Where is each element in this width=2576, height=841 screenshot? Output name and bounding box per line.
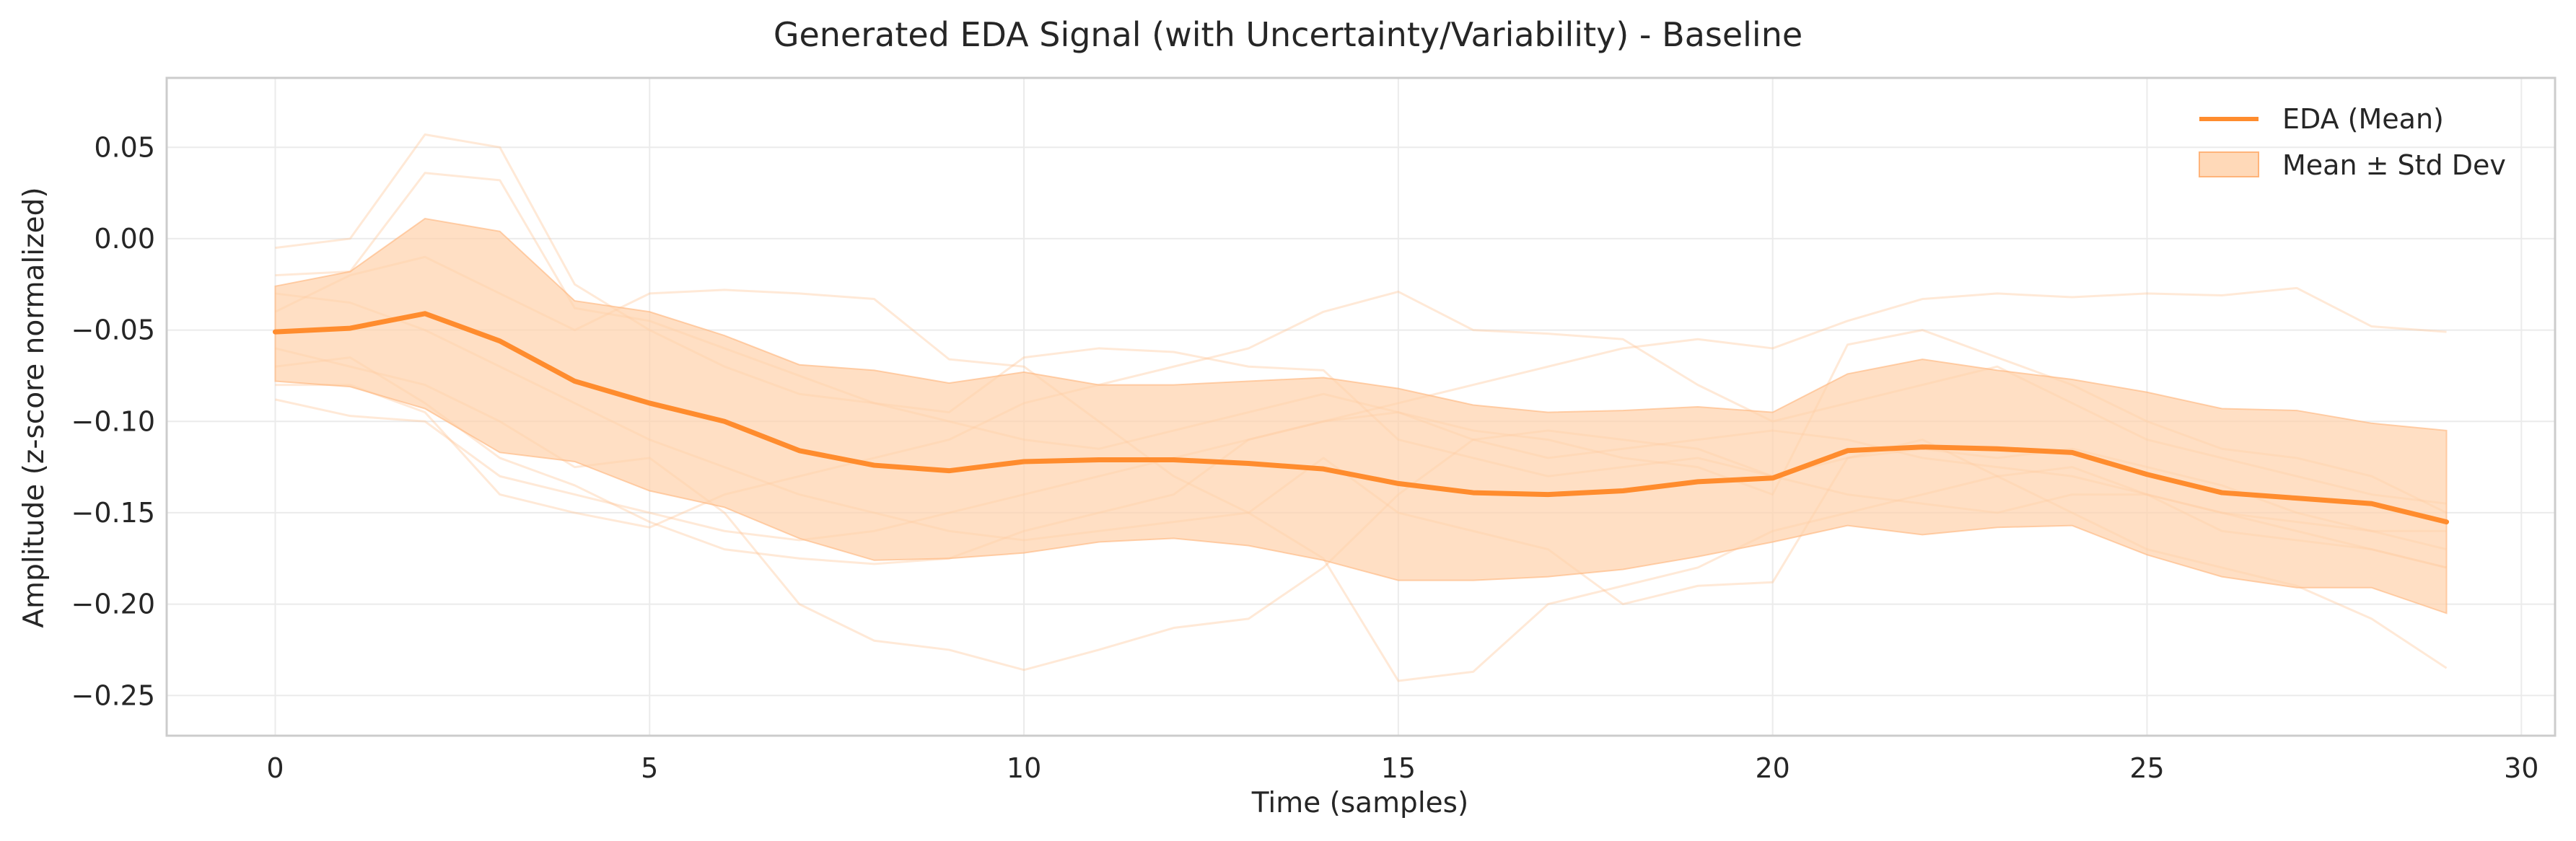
- legend-label-mean: EDA (Mean): [2282, 103, 2444, 135]
- y-tick-label: −0.05: [71, 314, 155, 346]
- x-tick-label: 15: [1381, 752, 1416, 784]
- x-tick-label: 0: [266, 752, 284, 784]
- mean-line: [272, 311, 2450, 525]
- y-tick-label: −0.20: [71, 589, 155, 620]
- x-tick-label: 20: [1756, 752, 1790, 784]
- y-tick-label: 0.00: [94, 223, 155, 255]
- legend: EDA (Mean) Mean ± Std Dev: [2199, 103, 2506, 181]
- y-axis-ticks: 0.05 0.00 −0.05 −0.10 −0.15 −0.20 −0.25: [71, 131, 155, 711]
- legend-label-band: Mean ± Std Dev: [2282, 149, 2506, 181]
- series-line-mean: [272, 311, 2450, 525]
- x-axis-label: Time (samples): [1251, 787, 1468, 819]
- x-tick-label: 30: [2504, 752, 2538, 784]
- x-axis-ticks: 0 5 10 15 20 25 30: [266, 752, 2538, 784]
- std-band: [274, 218, 2448, 615]
- std-band-area: [274, 218, 2448, 615]
- y-tick-label: −0.10: [71, 405, 155, 437]
- x-tick-label: 10: [1007, 752, 1041, 784]
- x-tick-label: 25: [2129, 752, 2164, 784]
- plot-frame: [165, 76, 2557, 737]
- y-tick-label: −0.15: [71, 497, 155, 529]
- y-axis-label: Amplitude (z-score normalized): [18, 187, 51, 628]
- chart-title: Generated EDA Signal (with Uncertainty/V…: [774, 15, 1802, 54]
- y-tick-label: 0.05: [94, 131, 155, 163]
- y-tick-label: −0.25: [71, 679, 155, 711]
- legend-swatch-band: [2199, 151, 2259, 177]
- x-tick-label: 5: [641, 752, 658, 784]
